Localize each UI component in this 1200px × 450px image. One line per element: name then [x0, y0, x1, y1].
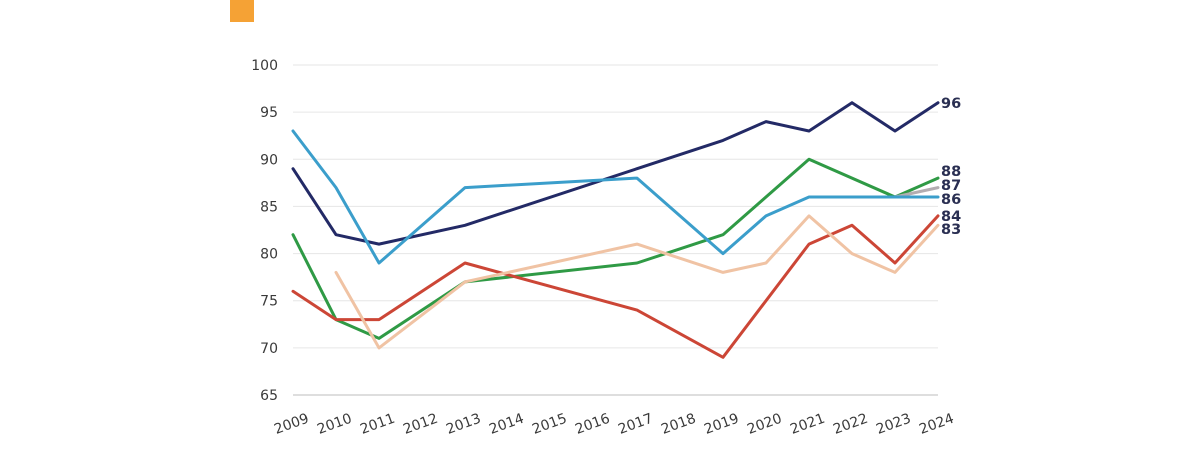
series-line [291, 214, 940, 359]
x-tick-label: 2017 [616, 411, 655, 438]
x-tick-label: 2024 [917, 411, 956, 438]
x-tick-label: 2014 [487, 411, 526, 438]
end-value-label: 83 [941, 222, 961, 238]
x-tick-label: 2023 [874, 411, 913, 438]
x-axis-tick-labels: 2009 2010 2011 2012 2013 2014 2015 2016 2017 2018… [272, 411, 956, 438]
x-tick-label: 2020 [745, 411, 784, 438]
y-tick-label: 90 [260, 152, 278, 168]
y-tick-label: 70 [260, 341, 278, 357]
series-lines [291, 101, 940, 359]
end-value-label: 88 [941, 164, 961, 180]
series-line [893, 186, 940, 199]
x-tick-label: 2021 [788, 411, 827, 438]
x-tick-label: 2011 [358, 411, 397, 438]
x-tick-label: 2016 [573, 411, 612, 438]
x-tick-label: 2010 [315, 411, 354, 438]
series-line [291, 129, 940, 265]
y-tick-label: 80 [260, 247, 278, 263]
x-tick-label: 2013 [444, 411, 483, 438]
series-line [291, 101, 940, 246]
series-line [334, 214, 940, 350]
y-axis-tick-labels: 65 70 75 80 85 90 95 100 [251, 58, 278, 404]
end-value-label: 96 [941, 96, 961, 112]
x-tick-label: 2009 [272, 411, 311, 438]
x-tick-label: 2022 [831, 411, 870, 438]
series-line [291, 157, 940, 340]
y-tick-label: 65 [260, 388, 278, 404]
y-tick-label: 75 [260, 294, 278, 310]
end-value-label: 87 [941, 178, 961, 194]
y-tick-label: 85 [260, 199, 278, 215]
x-tick-label: 2018 [659, 411, 698, 438]
x-tick-label: 2015 [530, 411, 569, 438]
x-tick-label: 2019 [702, 411, 741, 438]
y-tick-label: 100 [251, 58, 278, 74]
accent-square [230, 0, 254, 22]
x-tick-label: 2012 [401, 411, 440, 438]
y-tick-label: 95 [260, 105, 278, 121]
gridlines [293, 64, 938, 396]
end-value-label: 84 [941, 209, 961, 225]
end-value-label: 86 [941, 192, 961, 208]
